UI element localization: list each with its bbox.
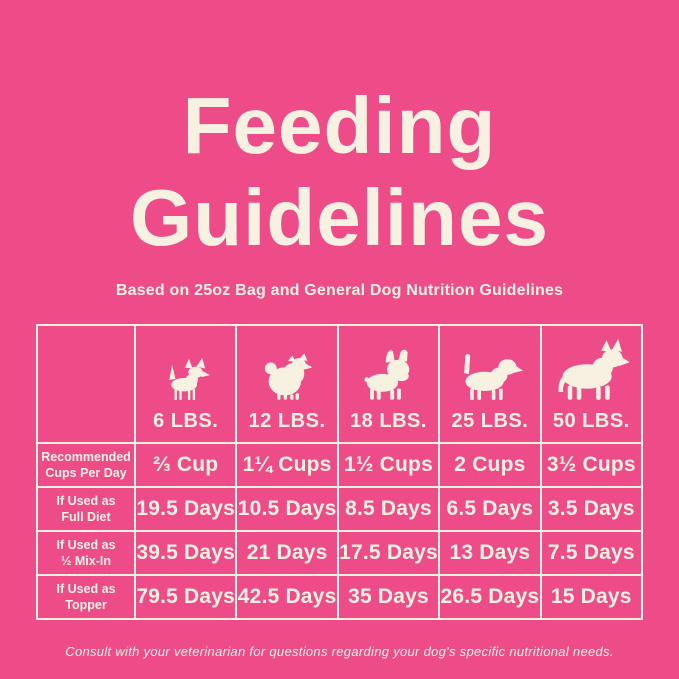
table-cell: 10.5 Days: [237, 488, 337, 530]
column-header-12-lbs: 12 LBS.: [237, 326, 337, 442]
chihuahua-dog-icon: [162, 357, 210, 401]
veterinarian-disclaimer: Consult with your veterinarian for quest…: [65, 644, 614, 659]
table-cell: 79.5 Days: [136, 576, 236, 618]
weight-label: 6 LBS.: [153, 410, 219, 432]
table-cell: 3½ Cups: [541, 444, 641, 486]
table-cell: 13 Days: [440, 532, 540, 574]
table-cell: ⅔ Cup: [136, 444, 236, 486]
table-cell: 35 Days: [338, 576, 439, 618]
page-title: Feeding Guidelines: [0, 80, 679, 264]
table-cell: 8.5 Days: [338, 488, 439, 530]
table-cell: 1½ Cups: [338, 444, 439, 486]
beagle-dog-icon: [457, 345, 523, 401]
title-line-1: Feeding: [182, 81, 497, 170]
weight-label: 25 LBS.: [451, 410, 529, 432]
title-line-2: Guidelines: [130, 173, 549, 262]
feeding-table: 6 LBS. 12 LBS.: [36, 324, 643, 620]
table-cell: 26.5 Days: [440, 576, 540, 618]
header: Feeding Guidelines Based on 25oz Bag and…: [0, 0, 679, 300]
table-cell: 2 Cups: [440, 444, 540, 486]
table-cell: 39.5 Days: [136, 532, 236, 574]
weight-label: 12 LBS.: [248, 410, 326, 432]
table-cell: 19.5 Days: [136, 488, 236, 530]
subtitle: Based on 25oz Bag and General Dog Nutrit…: [115, 282, 564, 299]
table-cell: 15 Days: [541, 576, 641, 618]
column-header-25-lbs: 25 LBS.: [440, 326, 540, 442]
table-cell: 7.5 Days: [541, 532, 641, 574]
row-label-recommended-cups-per-day: Recommended Cups Per Day: [38, 444, 134, 486]
table-cell: 17.5 Days: [338, 532, 439, 574]
weight-label: 50 LBS.: [552, 410, 630, 432]
row-label-full-diet: If Used as Full Diet: [38, 488, 134, 530]
column-header-6-lbs: 6 LBS.: [136, 326, 236, 442]
table-cell: 3.5 Days: [541, 488, 641, 530]
table-cell: 42.5 Days: [237, 576, 337, 618]
husky-dog-icon: [552, 339, 631, 401]
column-header-50-lbs: 50 LBS.: [541, 326, 641, 442]
pomeranian-dog-icon: [260, 351, 314, 401]
column-header-18-lbs: 18 LBS.: [338, 326, 439, 442]
table-cell: 1¼ Cups: [237, 444, 337, 486]
weight-label: 18 LBS.: [350, 410, 427, 432]
row-label-half-mix-in: If Used as ½ Mix-In: [38, 532, 134, 574]
table-cell: 21 Days: [237, 532, 337, 574]
french-bulldog-dog-icon: [360, 349, 416, 401]
row-label-topper: If Used as Topper: [38, 576, 134, 618]
table-cell: 6.5 Days: [440, 488, 540, 530]
table-corner-cell: [38, 326, 134, 442]
